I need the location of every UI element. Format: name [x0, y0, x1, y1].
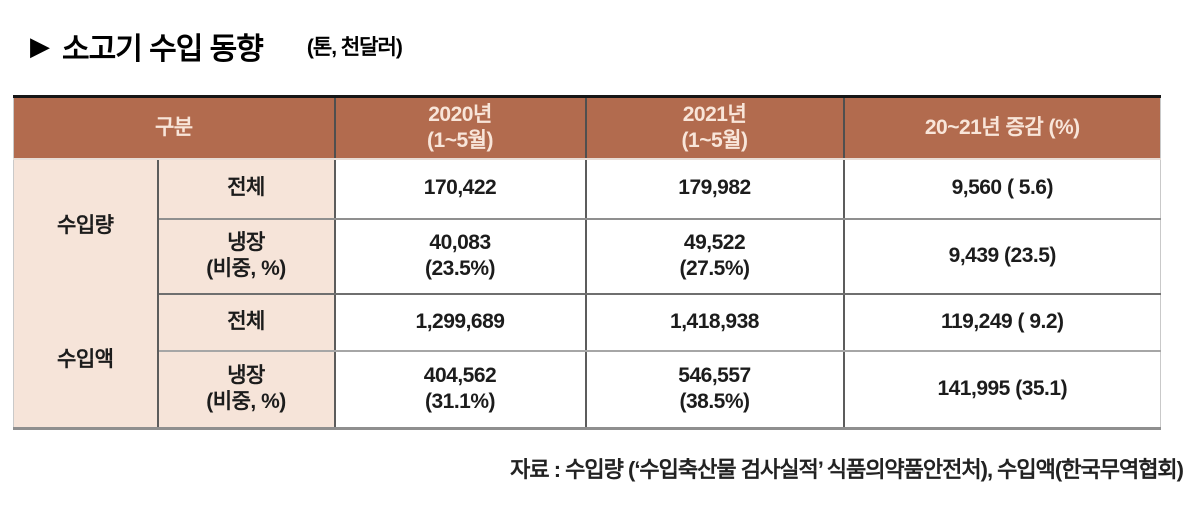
value-change: 141,995 (35.1)	[843, 350, 1161, 429]
row-label-text: 전체	[227, 309, 265, 333]
row-label-text: 냉장	[227, 364, 265, 387]
row-label: 전체	[157, 158, 336, 220]
row-label: 전체	[157, 293, 336, 352]
value-2021: 1,418,938	[585, 293, 845, 352]
value-2020-amount: 404,562	[423, 364, 497, 387]
value-2021: 49,522 (27.5%)	[585, 218, 845, 295]
header-2020: 2020년 (1~5월)	[334, 96, 587, 160]
value-2020: 1,299,689	[334, 293, 587, 352]
header-2020-year: 2020년	[428, 102, 492, 126]
header-2021: 2021년 (1~5월)	[585, 96, 845, 160]
value-2021-amount: 546,557	[678, 364, 751, 387]
page-title: 소고기 수입 동향	[62, 33, 264, 66]
table-row: 수입량 전체 170,422 179,982 9,560 ( 5.6)	[13, 158, 1161, 294]
group-label-import-value: 수입액	[13, 293, 159, 429]
value-2020-share: (31.1%)	[425, 390, 496, 414]
value-2021-amount: 49,522	[683, 230, 746, 254]
value-2020-amount: 1,299,689	[415, 309, 505, 333]
table-row: 냉장 (비중, %) 40,083 (23.5%) 49,522 (27.5%)…	[14, 218, 1161, 295]
row-label-text: 전체	[227, 176, 265, 200]
table-row: 냉장 (비중, %) 404,562 (31.1%) 546,557 (38.5…	[14, 350, 1161, 429]
value-2021-amount: 1,418,938	[670, 309, 759, 333]
header-category: 구분	[13, 96, 336, 160]
header-change: 20~21년 증감 (%)	[843, 96, 1161, 160]
row-label-note: (비중, %)	[206, 390, 286, 414]
triangle-marker-icon: ▶	[30, 31, 50, 61]
value-2020-amount: 40,083	[429, 230, 491, 254]
value-2020-amount: 170,422	[423, 176, 497, 200]
value-2020: 404,562 (31.1%)	[334, 350, 587, 429]
group-label-import-volume: 수입량	[13, 158, 159, 294]
header-2021-year: 2021년	[682, 102, 747, 126]
value-2021-share: (27.5%)	[679, 257, 751, 280]
value-change: 9,439 (23.5)	[843, 218, 1161, 295]
row-label-text: 냉장	[227, 230, 265, 254]
beef-import-table: 구분 2020년 (1~5월) 2021년 (1~5월) 20~21년 증감 (…	[13, 95, 1162, 430]
row-label: 냉장 (비중, %)	[157, 218, 336, 295]
header-2020-months: (1~5월)	[427, 128, 493, 152]
value-2021-amount: 179,982	[678, 176, 751, 200]
row-label: 냉장 (비중, %)	[157, 350, 336, 429]
value-2020: 170,422	[334, 158, 587, 220]
value-change: 119,249 ( 9.2)	[843, 293, 1161, 352]
value-2021-share: (38.5%)	[679, 390, 751, 414]
value-change: 9,560 ( 5.6)	[843, 158, 1161, 220]
value-2020: 40,083 (23.5%)	[334, 218, 587, 295]
row-label-note: (비중, %)	[206, 257, 286, 280]
value-2021: 179,982	[585, 158, 845, 220]
unit-label: (톤, 천달러)	[306, 36, 403, 59]
value-2020-share: (23.5%)	[425, 257, 496, 280]
source-note: 자료 : 수입량 (‘수입축산물 검사실적’ 식품의약품안전처), 수입액(한국…	[510, 457, 1184, 482]
value-2021: 546,557 (38.5%)	[585, 350, 845, 429]
header-2021-months: (1~5월)	[681, 128, 748, 152]
table-row: 수입액 전체 1,299,689 1,418,938 119,249 ( 9.2…	[13, 293, 1161, 429]
page-title-row: ▶ 소고기 수입 동향 (톤, 천달러)	[30, 24, 403, 68]
table-header-row: 구분 2020년 (1~5월) 2021년 (1~5월) 20~21년 증감 (…	[13, 96, 1161, 160]
